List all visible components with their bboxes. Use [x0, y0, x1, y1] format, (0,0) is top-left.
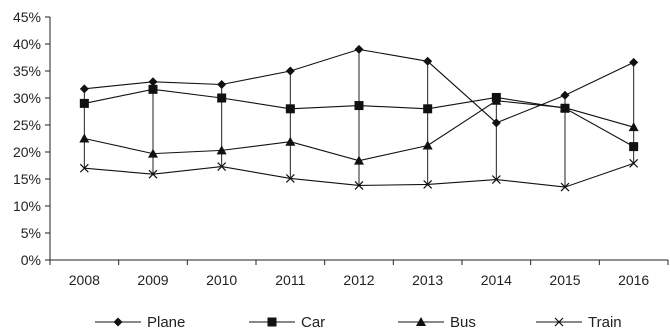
- data-point-bus: [216, 145, 227, 155]
- data-point-train: [354, 181, 364, 190]
- data-point-train-stroke: [629, 158, 639, 168]
- data-point-plane: [285, 66, 295, 76]
- data-point-train: [285, 174, 295, 183]
- legend-item-bus: Bus: [398, 314, 476, 331]
- x-tick-label: 2008: [69, 272, 100, 288]
- data-point-car: [285, 104, 295, 114]
- y-tick-label: 45%: [13, 9, 41, 25]
- legend-label-plane: Plane: [147, 314, 185, 331]
- series-train: [79, 158, 639, 192]
- x-tick-label: 2016: [618, 272, 649, 288]
- y-tick-label: 15%: [13, 171, 41, 187]
- chart-axes: [45, 16, 669, 265]
- data-point-train: [148, 169, 158, 179]
- data-point-bus: [285, 136, 296, 146]
- data-point-car: [629, 142, 639, 152]
- data-point-bus: [422, 140, 433, 150]
- x-tick-label: 2013: [412, 272, 443, 288]
- y-tick-label: 40%: [13, 36, 41, 52]
- data-point-bus: [148, 148, 158, 158]
- data-point-bus: [628, 122, 639, 132]
- x-tick-label: 2012: [343, 272, 374, 288]
- x-tick-label: 2011: [275, 272, 305, 288]
- y-tick-label: 0%: [21, 252, 41, 268]
- data-point-train-stroke: [423, 179, 433, 189]
- y-axis-tick-labels: 0% 5% 10% 15% 20% 25% 30% 35% 40% 45%: [13, 9, 41, 268]
- data-point-car: [423, 104, 433, 114]
- data-point-car: [354, 101, 364, 111]
- data-point-train: [423, 179, 433, 189]
- legend-marker-bus: [416, 317, 426, 326]
- data-point-bus: [354, 155, 364, 165]
- legend-marker-plane: [113, 317, 123, 327]
- data-point-train: [560, 182, 570, 192]
- data-point-plane: [79, 84, 89, 94]
- legend-label-train: Train: [588, 314, 622, 331]
- data-point-train: [629, 158, 639, 168]
- chart-legend: Plane Car Bus Train: [95, 314, 622, 331]
- data-point-train: [79, 163, 89, 173]
- y-tick-label: 5%: [21, 225, 41, 241]
- data-series: [79, 44, 639, 192]
- data-point-train-stroke: [285, 174, 295, 183]
- data-point-plane: [423, 56, 433, 66]
- legend-marker-train: [554, 317, 564, 327]
- legend-label-bus: Bus: [450, 314, 476, 331]
- legend-item-train: Train: [536, 314, 622, 331]
- data-point-bus: [491, 95, 502, 105]
- legend-marker-car: [267, 317, 277, 327]
- data-point-plane: [148, 77, 158, 87]
- x-axis-tick-labels: 2008 2009 2010 2011 2012 2013 2014 2015 2016: [69, 272, 650, 288]
- data-point-car: [79, 98, 89, 108]
- data-point-plane: [560, 90, 570, 100]
- y-tick-label: 35%: [13, 63, 41, 79]
- data-point-train: [217, 162, 227, 172]
- data-point-car: [148, 84, 158, 94]
- data-point-plane: [217, 80, 227, 89]
- data-point-car: [217, 93, 227, 103]
- data-point-train-stroke: [148, 169, 158, 179]
- data-point-train-stroke: [491, 175, 501, 184]
- data-point-bus: [79, 133, 90, 143]
- data-point-bus: [560, 102, 570, 112]
- data-point-train-stroke: [217, 162, 227, 172]
- y-tick-label: 20%: [13, 144, 41, 160]
- y-tick-label: 25%: [13, 117, 41, 133]
- legend-label-car: Car: [301, 314, 325, 331]
- series-plane: [79, 44, 639, 128]
- x-tick-label: 2009: [137, 272, 168, 288]
- data-point-train-stroke: [79, 163, 89, 173]
- data-point-train-stroke: [354, 181, 364, 190]
- data-point-train: [491, 175, 501, 184]
- data-point-plane: [354, 44, 364, 54]
- legend-item-plane: Plane: [95, 314, 185, 331]
- x-tick-label: 2010: [206, 272, 237, 288]
- data-point-train-stroke: [560, 182, 570, 192]
- data-point-plane: [491, 118, 501, 128]
- legend-item-car: Car: [249, 314, 325, 331]
- x-tick-label: 2015: [549, 272, 580, 288]
- data-point-plane: [629, 57, 639, 67]
- y-tick-label: 30%: [13, 90, 41, 106]
- y-tick-label: 10%: [13, 198, 41, 214]
- series-bus: [79, 95, 639, 165]
- legend-marker-train-stroke: [554, 317, 564, 327]
- high-low-lines: [83, 49, 635, 188]
- x-tick-label: 2014: [481, 272, 512, 288]
